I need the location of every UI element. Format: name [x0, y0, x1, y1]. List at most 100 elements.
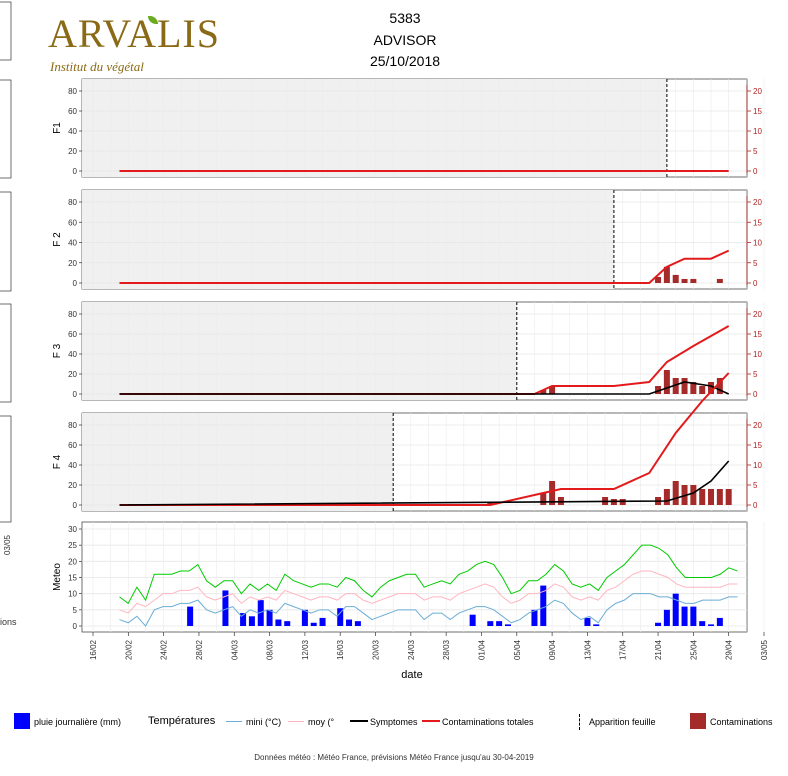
x-tick-label: 24/03: [407, 639, 416, 660]
panel-f3-ytick-label: 60: [68, 330, 77, 339]
panel-f4-right-tick-label: 20: [753, 421, 762, 430]
footnote: Données météo : Météo France, prévisions…: [254, 753, 534, 762]
panel-f1-right-tick-label: 15: [753, 107, 762, 116]
legend-leaf-swatch: [579, 714, 580, 730]
meteo-ytick-label: 10: [68, 590, 77, 599]
rain-bar: [469, 614, 476, 626]
contamination-bar: [540, 390, 547, 394]
panel-f3-ytick-label: 80: [68, 310, 77, 319]
panel-f4-pre-emergence-area: [82, 413, 394, 511]
x-tick-label: 29/04: [725, 639, 734, 660]
header-variety: ADVISOR: [373, 32, 437, 48]
clipped-panel-edge: [0, 303, 12, 403]
contamination-bar: [699, 386, 706, 394]
legend-min-label: mini (°C): [246, 717, 282, 727]
legend-symptoms-swatch: [350, 720, 368, 722]
legend-contam-total-label: Contaminations totales: [442, 717, 534, 727]
contamination-bar: [690, 382, 697, 394]
contaminations-total-line: [119, 372, 730, 506]
x-tick-label: 24/02: [160, 639, 169, 660]
clipped-legend-fragment: ions: [0, 617, 17, 627]
x-tick-label: 16/03: [336, 639, 345, 660]
contamination-bar: [549, 386, 556, 394]
legend-rain-label: pluie journalière (mm): [34, 717, 122, 727]
rain-bar: [337, 608, 344, 626]
rain-bar: [496, 621, 503, 626]
contamination-bar: [716, 378, 723, 394]
panel-meteo: [81, 521, 748, 633]
contamination-bar: [681, 278, 688, 283]
panel-f2-pre-emergence-area: [82, 190, 614, 289]
leaf-icon: [148, 16, 158, 24]
meteo-ytick-label: 30: [68, 525, 77, 534]
panel-f3-ytick-label: 0: [73, 390, 78, 399]
meteo-ytick-label: 5: [73, 606, 78, 615]
contamination-bar: [655, 276, 662, 283]
panel-f2-ytick-label: 40: [68, 239, 77, 248]
panel-f4-right-tick-label: 0: [753, 501, 758, 510]
legend-leaf-label: Apparition feuille: [589, 717, 656, 727]
panel-f4-ytick-label: 0: [73, 501, 78, 510]
legend-contam-total-swatch: [422, 720, 440, 722]
panel-f4-ytick-label: 60: [68, 441, 77, 450]
rain-bar: [690, 606, 697, 626]
rain-bar: [487, 621, 494, 626]
x-tick-label: 20/02: [124, 639, 133, 660]
panel-f2-ytick-label: 60: [68, 218, 77, 227]
contamination-bar: [672, 481, 679, 505]
rain-bar: [681, 606, 688, 626]
meteo-ytick-label: 20: [68, 557, 77, 566]
panel-f2-ytick-label: 80: [68, 198, 77, 207]
x-tick-label: 08/03: [266, 639, 275, 660]
panel-f1-pre-emergence-area: [82, 79, 667, 177]
panel-f2-right-tick-label: 15: [753, 218, 762, 227]
panel-f4-right-tick-label: 10: [753, 461, 762, 470]
temp-max-line: [119, 544, 738, 605]
panel-f4-right-tick-label: 15: [753, 441, 762, 450]
panel-f2-right-tick-label: 10: [753, 239, 762, 248]
panel-f3-ylabel: F 3: [52, 343, 63, 358]
clipped-panel-edge: [0, 415, 12, 523]
panel-f3-right-tick-label: 5: [753, 370, 758, 379]
panel-f4-ytick-label: 20: [68, 481, 77, 490]
contaminations-total-line: [119, 249, 730, 284]
panel-f3-right-tick-label: 10: [753, 350, 762, 359]
contamination-bar: [549, 481, 556, 505]
temp-mean-line: [119, 570, 738, 614]
panel-f2-right-tick-label: 5: [753, 259, 758, 268]
symptoms-line: [119, 381, 730, 395]
contamination-bar: [708, 382, 715, 394]
legend-temperatures-title: Températures: [148, 715, 216, 727]
x-tick-label: 01/04: [477, 639, 486, 660]
x-tick-label: 28/02: [195, 639, 204, 660]
rain-bar: [284, 621, 291, 626]
x-tick-label: 04/03: [230, 639, 239, 660]
symptoms-line: [119, 460, 730, 506]
clipped-panel-edge: [0, 191, 12, 292]
panel-f2-right-tick-label: 20: [753, 198, 762, 207]
contamination-bar: [690, 278, 697, 283]
chart-legend: pluie journalière (mm) Températures mini…: [0, 712, 788, 736]
rain-bar: [584, 617, 591, 626]
contamination-bar: [540, 493, 547, 505]
contamination-bar: [663, 370, 670, 394]
panel-f2-ytick-label: 0: [73, 279, 78, 288]
x-tick-label: 13/04: [583, 639, 592, 660]
panel-f3-right-tick-label: 0: [753, 390, 758, 399]
panel-f4-ylabel: F 4: [52, 454, 63, 469]
header-sowing-date: 25/10/2018: [369, 53, 441, 69]
x-axis-label: date: [401, 669, 422, 681]
legend-contam-daily-swatch: [690, 713, 706, 729]
panel-f4-right-tick-label: 5: [753, 481, 758, 490]
x-tick-label: 21/04: [654, 639, 663, 660]
temp-min-line: [119, 593, 738, 627]
meteo-ytick-label: 0: [73, 622, 78, 631]
rain-bar: [655, 622, 662, 626]
logo-subtitle: Institut du végétal: [50, 59, 144, 74]
panel-f1-ytick-label: 20: [68, 147, 77, 156]
rain-bar: [266, 609, 273, 626]
clipped-date-label: 03/05: [3, 534, 12, 555]
rain-bar: [240, 613, 247, 626]
x-tick-label: 20/03: [372, 639, 381, 660]
logo-wordmark: ARVALIS: [48, 11, 220, 56]
